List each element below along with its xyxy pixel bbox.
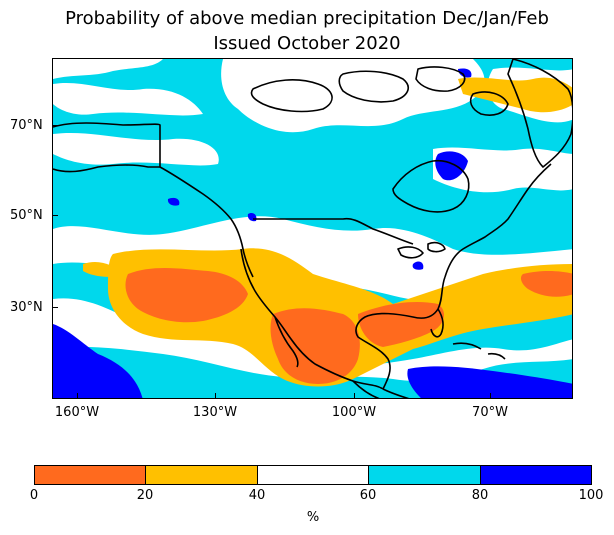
lon-label-100w: 100°W xyxy=(331,405,377,420)
colorbar-bin-60-80 xyxy=(368,466,480,484)
lat-label-70n: 70°N xyxy=(10,118,43,133)
lon-label-70w: 70°W xyxy=(472,405,508,420)
lat-tick-70n xyxy=(52,125,58,126)
colorbar-bin-0-20 xyxy=(35,466,146,484)
lat-tick-30n xyxy=(52,307,58,308)
chart-subtitle: Issued October 2020 xyxy=(213,33,401,54)
lat-tick-50n xyxy=(52,215,58,216)
colorbar-tick-60: 60 xyxy=(359,488,377,503)
lon-tick-100w xyxy=(354,393,355,399)
colorbar-tick-80: 80 xyxy=(471,488,489,503)
precipitation-probability-map xyxy=(53,59,572,398)
colorbar-bin-80-100 xyxy=(479,466,592,484)
map-panel xyxy=(52,58,573,399)
lon-label-160w: 160°W xyxy=(54,405,100,420)
coastline-outlines xyxy=(53,59,572,398)
lon-tick-130w xyxy=(215,393,216,399)
colorbar-tick-40: 40 xyxy=(248,488,266,503)
colorbar-bin-40-60 xyxy=(256,466,369,484)
colorbar-bin-20-40 xyxy=(145,466,257,484)
lat-label-30n: 30°N xyxy=(10,300,43,315)
lat-label-50n: 50°N xyxy=(10,208,43,223)
colorbar-tick-20: 20 xyxy=(136,488,154,503)
bin-80-100-regions xyxy=(53,68,572,398)
lon-tick-160w xyxy=(77,393,78,399)
colorbar-unit-label: % xyxy=(306,510,320,525)
chart-title: Probability of above median precipitatio… xyxy=(65,8,549,29)
lon-tick-70w xyxy=(490,393,491,399)
colorbar-tick-0: 0 xyxy=(29,488,39,503)
colorbar xyxy=(34,465,592,485)
lon-label-130w: 130°W xyxy=(192,405,238,420)
colorbar-tick-100: 100 xyxy=(578,488,604,503)
